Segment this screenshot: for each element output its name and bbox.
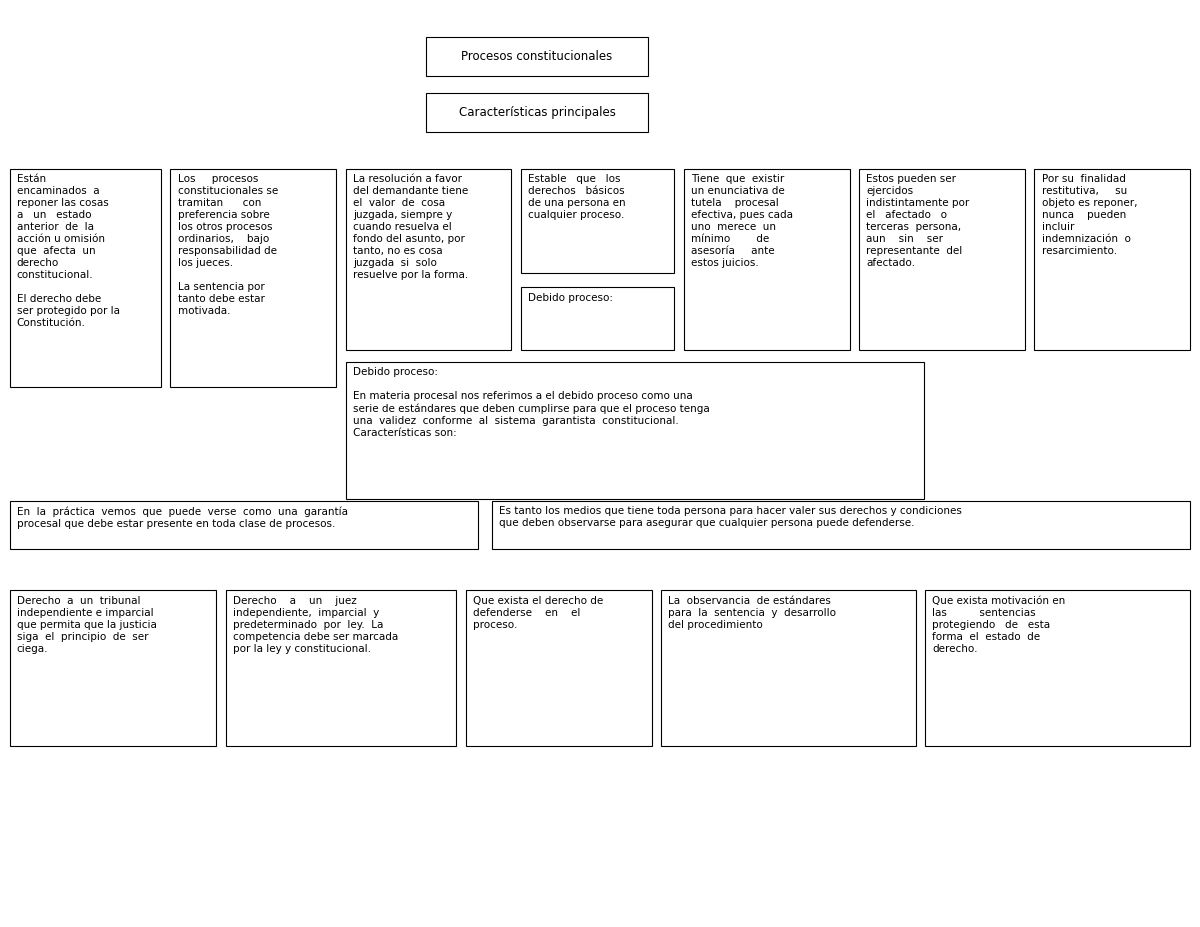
- FancyBboxPatch shape: [226, 590, 456, 746]
- FancyBboxPatch shape: [426, 37, 648, 76]
- Text: Por su  finalidad
restitutiva,     su
objeto es reponer,
nunca    pueden
incluir: Por su finalidad restitutiva, su objeto …: [1042, 174, 1138, 256]
- Text: Debido proceso:

En materia procesal nos referimos a el debido proceso como una
: Debido proceso: En materia procesal nos …: [353, 367, 709, 438]
- Text: Estos pueden ser
ejercidos
indistintamente por
el   afectado   o
terceras  perso: Estos pueden ser ejercidos indistintamen…: [866, 174, 970, 268]
- FancyBboxPatch shape: [10, 169, 161, 387]
- Text: Que exista el derecho de
defenderse    en    el
proceso.: Que exista el derecho de defenderse en e…: [473, 596, 604, 630]
- Text: Derecho    a    un    juez
independiente,  imparcial  y
predeterminado  por  ley: Derecho a un juez independiente, imparci…: [233, 596, 398, 654]
- FancyBboxPatch shape: [521, 169, 674, 273]
- FancyBboxPatch shape: [521, 287, 674, 350]
- FancyBboxPatch shape: [492, 501, 1190, 549]
- Text: Es tanto los medios que tiene toda persona para hacer valer sus derechos y condi: Es tanto los medios que tiene toda perso…: [499, 506, 962, 528]
- FancyBboxPatch shape: [684, 169, 850, 350]
- FancyBboxPatch shape: [426, 93, 648, 132]
- Text: Debido proceso:: Debido proceso:: [528, 293, 613, 303]
- FancyBboxPatch shape: [10, 501, 478, 549]
- Text: Procesos constitucionales: Procesos constitucionales: [461, 50, 613, 63]
- Text: Características principales: Características principales: [458, 106, 616, 119]
- Text: La  observancia  de estándares
para  la  sentencia  y  desarrollo
del procedimie: La observancia de estándares para la sen…: [668, 596, 836, 630]
- Text: Están
encaminados  a
reponer las cosas
a   un   estado
anterior  de  la
acción u: Están encaminados a reponer las cosas a …: [17, 174, 120, 328]
- Text: Los     procesos
constitucionales se
tramitan      con
preferencia sobre
los otr: Los procesos constitucionales se tramita…: [178, 174, 278, 316]
- FancyBboxPatch shape: [661, 590, 916, 746]
- FancyBboxPatch shape: [170, 169, 336, 387]
- FancyBboxPatch shape: [859, 169, 1025, 350]
- FancyBboxPatch shape: [466, 590, 652, 746]
- FancyBboxPatch shape: [346, 169, 511, 350]
- FancyBboxPatch shape: [1034, 169, 1190, 350]
- FancyBboxPatch shape: [10, 590, 216, 746]
- Text: La resolución a favor
del demandante tiene
el  valor  de  cosa
juzgada, siempre : La resolución a favor del demandante tie…: [353, 174, 468, 280]
- Text: En  la  práctica  vemos  que  puede  verse  como  una  garantía
procesal que deb: En la práctica vemos que puede verse com…: [17, 506, 348, 528]
- FancyBboxPatch shape: [346, 362, 924, 499]
- Text: Estable   que   los
derechos   básicos
de una persona en
cualquier proceso.: Estable que los derechos básicos de una …: [528, 174, 625, 221]
- Text: Tiene  que  existir
un enunciativa de
tutela    procesal
efectiva, pues cada
uno: Tiene que existir un enunciativa de tute…: [691, 174, 793, 268]
- Text: Que exista motivación en
las          sentencias
protegiendo   de   esta
forma  : Que exista motivación en las sentencias …: [932, 596, 1066, 654]
- FancyBboxPatch shape: [925, 590, 1190, 746]
- Text: Derecho  a  un  tribunal
independiente e imparcial
que permita que la justicia
s: Derecho a un tribunal independiente e im…: [17, 596, 157, 654]
